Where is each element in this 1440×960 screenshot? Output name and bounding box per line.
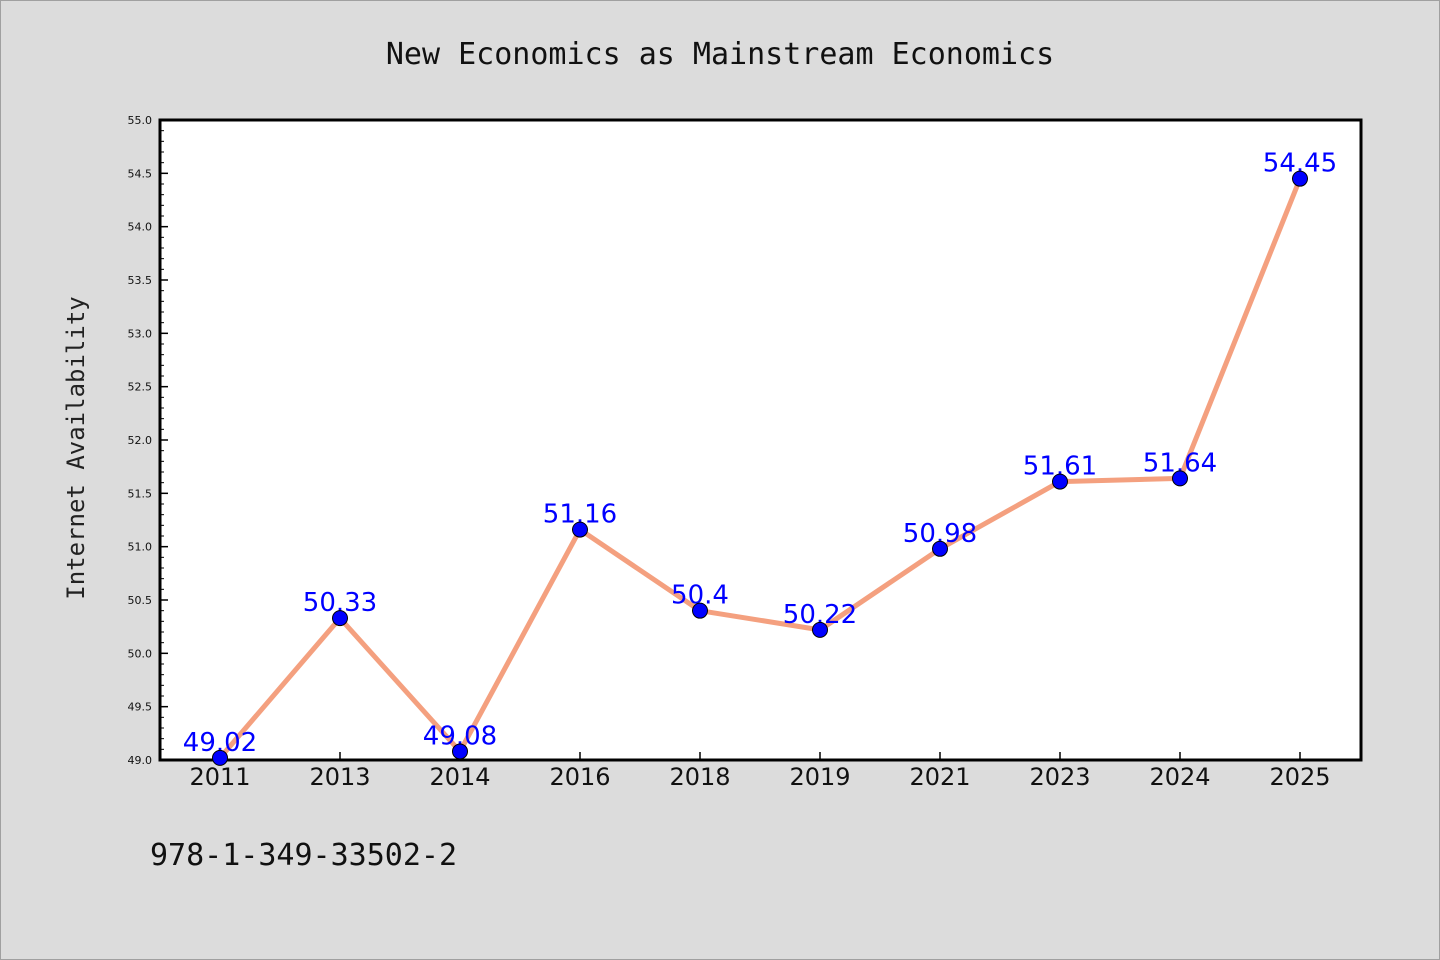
y-tick-label: 52.5 bbox=[128, 381, 153, 394]
isbn-footer: 978-1-349-33502-2 bbox=[150, 838, 457, 873]
y-tick-label: 53.0 bbox=[128, 327, 153, 340]
y-tick-label: 49.0 bbox=[128, 754, 153, 767]
y-axis-label: Internet Availability bbox=[62, 296, 90, 599]
y-tick-label: 51.0 bbox=[128, 541, 153, 554]
y-tick-label: 49.5 bbox=[128, 701, 153, 714]
x-tick-label: 2011 bbox=[189, 763, 250, 791]
y-tick-label: 54.0 bbox=[128, 221, 153, 234]
x-tick-label: 2013 bbox=[309, 763, 370, 791]
data-point bbox=[1292, 170, 1308, 187]
x-axis-ticks: 2011 2013 2014 2016 2018 2019 2021 2023 2024 2025 bbox=[189, 752, 1331, 791]
data-point bbox=[332, 610, 348, 627]
y-tick-label: 54.5 bbox=[128, 167, 153, 180]
y-tick-label: 51.5 bbox=[128, 487, 153, 500]
x-tick-label: 2019 bbox=[789, 763, 850, 791]
x-tick-label: 2016 bbox=[549, 763, 610, 791]
data-point bbox=[1172, 470, 1188, 487]
series-line bbox=[217, 176, 1303, 761]
x-tick-label: 2018 bbox=[669, 763, 730, 791]
chart-title: New Economics as Mainstream Economics bbox=[386, 37, 1054, 72]
x-tick-label: 2024 bbox=[1149, 763, 1210, 791]
markers-layer bbox=[212, 170, 1308, 766]
x-tick-label: 2023 bbox=[1029, 763, 1090, 791]
data-point bbox=[812, 621, 828, 638]
data-point bbox=[452, 743, 468, 760]
y-tick-label: 50.5 bbox=[128, 594, 153, 607]
data-point bbox=[212, 749, 228, 766]
data-point bbox=[932, 540, 948, 557]
x-tick-label: 2025 bbox=[1269, 763, 1330, 791]
y-axis-ticks: 49.0 49.5 50.0 50.5 51.0 51.5 52.0 52.5 53.0 53.5… bbox=[128, 114, 168, 767]
data-point bbox=[1052, 473, 1068, 490]
y-tick-label: 50.0 bbox=[128, 647, 153, 660]
plot-area bbox=[158, 118, 1363, 762]
y-tick-label: 55.0 bbox=[128, 114, 153, 127]
series-layer bbox=[217, 176, 1303, 761]
x-tick-label: 2021 bbox=[909, 763, 970, 791]
y-tick-label: 53.5 bbox=[128, 274, 153, 287]
data-point bbox=[692, 602, 708, 619]
x-tick-label: 2014 bbox=[429, 763, 490, 791]
data-point bbox=[572, 521, 588, 538]
y-tick-label: 52.0 bbox=[128, 434, 153, 447]
